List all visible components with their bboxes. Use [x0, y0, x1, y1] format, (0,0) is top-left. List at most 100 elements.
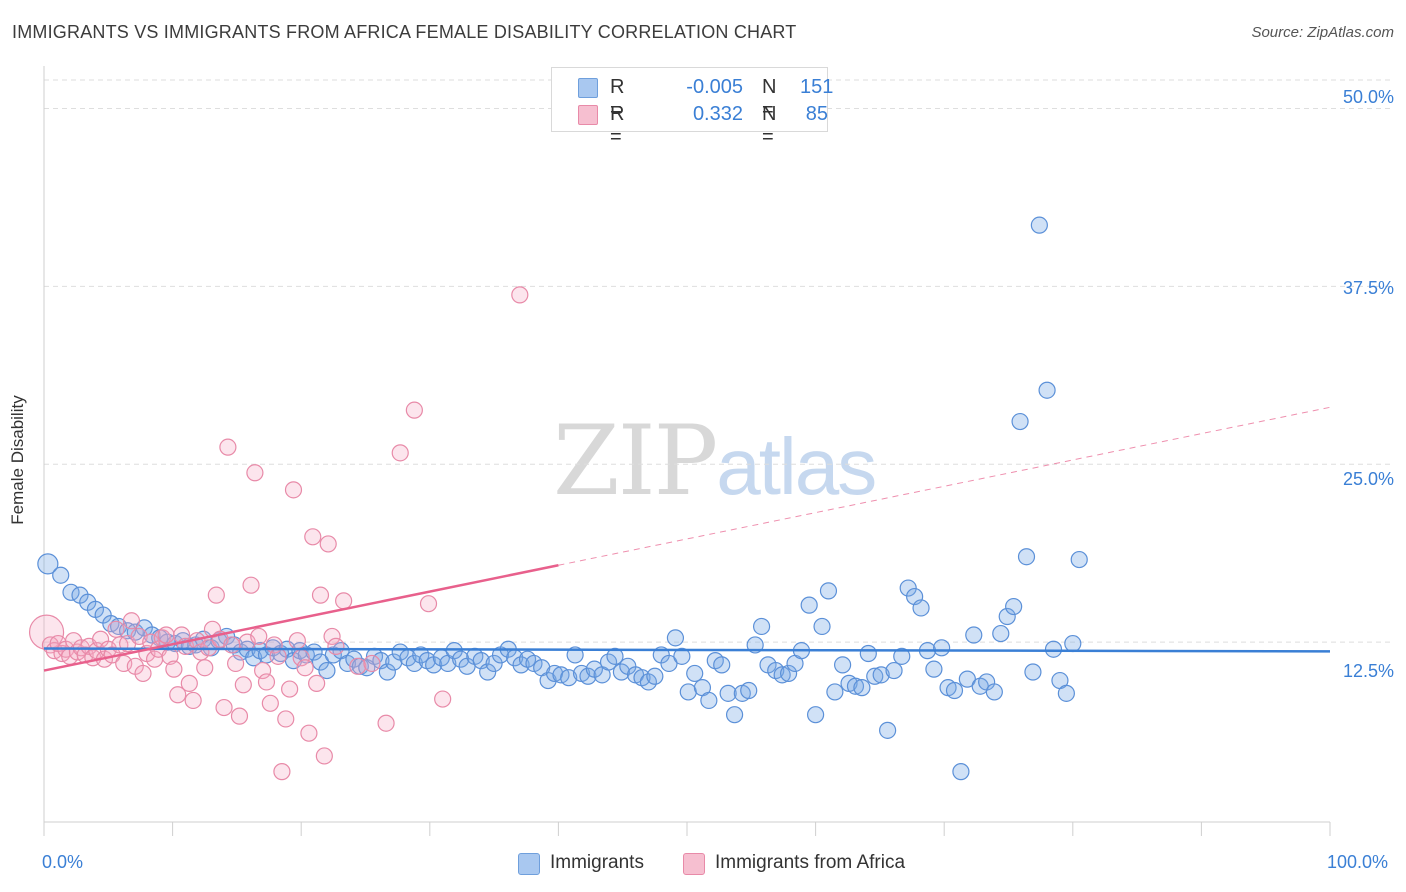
africa-point	[288, 632, 306, 650]
immigrants-point	[893, 647, 911, 665]
immigrants-point	[1024, 663, 1042, 681]
africa-point	[377, 714, 395, 732]
legend-r-label: R =	[610, 76, 625, 121]
africa-point	[196, 659, 214, 677]
africa-point	[180, 674, 198, 692]
chart-title: IMMIGRANTS VS IMMIGRANTS FROM AFRICA FEM…	[12, 22, 797, 42]
africa-point	[296, 659, 314, 677]
immigrants-point	[834, 656, 852, 674]
immigrants-point	[485, 654, 503, 673]
africa-point	[215, 698, 233, 717]
bottom-legend-label: Immigrants	[550, 852, 644, 873]
watermark: ZIPatlas	[553, 405, 877, 517]
immigrants-point	[606, 647, 624, 665]
africa-point	[227, 654, 245, 673]
immigrants-point	[560, 669, 578, 687]
immigrants-point	[666, 629, 685, 647]
africa-trend-extension	[558, 406, 1331, 566]
correlation-legend: R = -0.005 N = 151 R = 0.332 N = 85	[551, 67, 834, 148]
immigrants-point	[1064, 634, 1082, 653]
immigrants-point	[998, 607, 1016, 626]
immigrants-point	[879, 721, 897, 739]
immigrants-point	[700, 691, 718, 710]
africa-point	[434, 690, 452, 708]
immigrants-point	[853, 679, 871, 697]
immigrants-point	[800, 596, 818, 614]
immigrants-point	[1011, 412, 1029, 431]
africa-point	[254, 661, 272, 680]
immigrants-point	[933, 639, 951, 657]
immigrants-point	[899, 579, 917, 597]
y-tick-label-12-5: 12.5%	[1342, 661, 1394, 681]
africa-point	[223, 636, 241, 654]
y-tick-label-50: 50.0%	[1342, 87, 1394, 107]
immigrants-point	[1057, 684, 1075, 702]
immigrants-point	[885, 661, 903, 680]
immigrants-point	[405, 654, 423, 673]
immigrants-point	[52, 566, 70, 584]
africa-point	[261, 694, 279, 712]
africa-point	[315, 747, 333, 765]
legend-r-label: R =	[610, 103, 625, 148]
immigrants-point	[806, 706, 825, 724]
africa-point	[300, 724, 318, 742]
immigrants-point	[992, 624, 1010, 643]
immigrants-point	[985, 683, 1003, 701]
africa-point	[219, 438, 237, 456]
immigrants-point	[819, 582, 838, 600]
immigrants-point	[479, 663, 497, 681]
immigrants-point	[866, 667, 884, 685]
africa-trend-line	[43, 564, 559, 672]
africa-point	[511, 286, 529, 304]
africa-point	[405, 401, 423, 419]
legend-n-label: N =	[762, 103, 777, 148]
africa-point	[242, 576, 260, 594]
africa-point	[250, 627, 268, 646]
legend-n-value: 151	[800, 76, 834, 98]
source-label: Source: ZipAtlas.com	[1251, 24, 1394, 41]
africa-point	[157, 626, 175, 644]
immigrants-point	[872, 666, 890, 684]
immigrants-point	[318, 661, 336, 680]
africa-point	[308, 674, 326, 692]
immigrants-point	[719, 684, 737, 702]
immigrants-point	[925, 660, 943, 678]
immigrants-point	[1017, 548, 1036, 566]
africa-point	[323, 627, 341, 646]
immigrants-point	[646, 667, 664, 685]
immigrants-point	[1030, 216, 1048, 234]
legend-n-value: 85	[805, 103, 828, 125]
immigrants-point	[660, 654, 678, 673]
africa-point	[207, 586, 225, 604]
y-tick-label-37-5: 37.5%	[1342, 278, 1394, 298]
africa-point	[277, 710, 295, 728]
africa-point	[363, 654, 381, 673]
immigrants-point	[958, 670, 976, 688]
x-tick-label-max: 100.0%	[1327, 852, 1389, 872]
africa-point	[269, 647, 287, 665]
immigrants-point	[952, 763, 970, 781]
africa-point	[419, 595, 438, 613]
bottom-legend-swatch-immigrants	[518, 853, 540, 875]
immigrants-point	[679, 683, 697, 701]
legend-swatch-africa	[578, 105, 598, 125]
africa-point	[184, 691, 202, 710]
immigrants-point	[752, 617, 771, 636]
africa-point	[311, 586, 330, 604]
immigrants-point	[579, 667, 597, 685]
immigrants-trend-line	[43, 647, 1331, 653]
immigrants-point	[1038, 381, 1056, 399]
watermark-zip: ZIP	[553, 405, 718, 517]
immigrants-point	[452, 650, 470, 668]
africa-point	[327, 637, 345, 655]
africa-point	[169, 686, 187, 704]
bottom-legend-label: Immigrants from Africa	[715, 852, 906, 873]
immigrants-point	[686, 664, 704, 683]
africa-point	[391, 444, 409, 462]
immigrants-point	[859, 644, 877, 663]
immigrants-point	[826, 683, 844, 701]
immigrants-point	[673, 647, 691, 665]
legend-n-label: N =	[762, 76, 777, 121]
immigrants-point	[378, 663, 396, 681]
